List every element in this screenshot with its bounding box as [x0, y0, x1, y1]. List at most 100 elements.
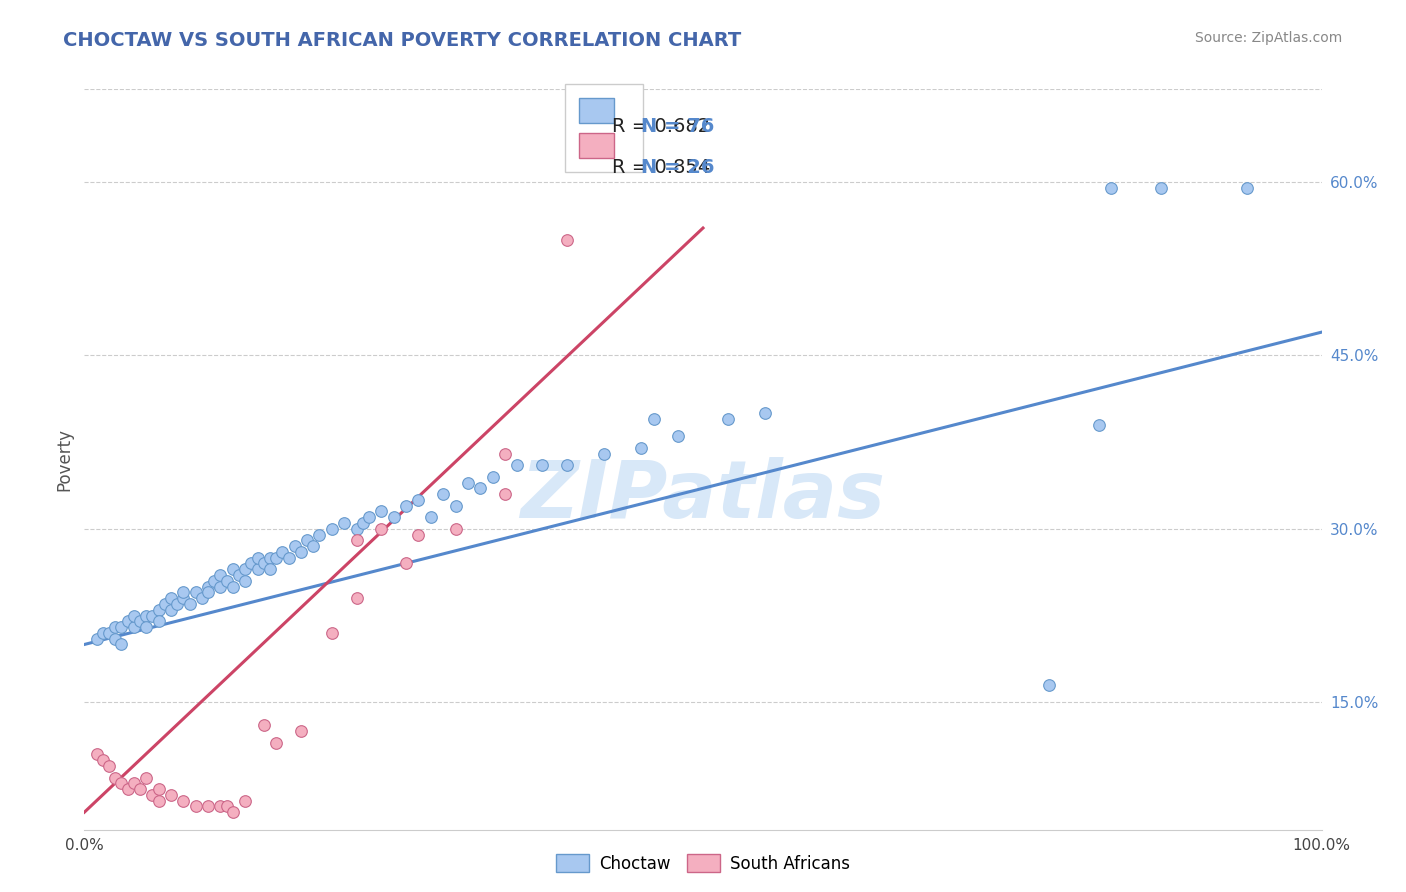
- Point: [166, 597, 188, 611]
- Point: [302, 539, 325, 553]
- Point: [215, 799, 238, 814]
- Point: [104, 771, 127, 785]
- Point: [135, 608, 157, 623]
- Point: [172, 585, 194, 599]
- Point: [630, 441, 652, 455]
- Point: [432, 487, 454, 501]
- Y-axis label: Poverty: Poverty: [55, 428, 73, 491]
- Point: [122, 620, 145, 634]
- Point: [172, 794, 194, 808]
- Point: [284, 539, 307, 553]
- Point: [1150, 180, 1173, 194]
- Point: [209, 799, 232, 814]
- Text: N = 26: N = 26: [641, 158, 714, 177]
- Point: [346, 591, 368, 606]
- Point: [246, 550, 269, 565]
- Point: [148, 782, 170, 797]
- Point: [91, 626, 114, 640]
- Point: [494, 487, 516, 501]
- Point: [382, 510, 405, 524]
- Point: [408, 492, 430, 507]
- Point: [370, 522, 392, 536]
- Point: [352, 516, 374, 530]
- Point: [110, 620, 132, 634]
- Point: [395, 557, 418, 571]
- Point: [444, 499, 467, 513]
- Point: [259, 562, 281, 576]
- Point: [1088, 417, 1111, 432]
- Point: [444, 522, 467, 536]
- Point: [271, 545, 294, 559]
- Point: [209, 580, 232, 594]
- Point: [191, 591, 214, 606]
- Point: [86, 747, 108, 762]
- Point: [370, 504, 392, 518]
- Legend: Choctaw, South Africans: Choctaw, South Africans: [548, 847, 858, 880]
- Point: [290, 545, 312, 559]
- Point: [346, 522, 368, 536]
- Text: Source: ZipAtlas.com: Source: ZipAtlas.com: [1195, 31, 1343, 45]
- Legend: , : ,: [565, 84, 643, 172]
- Point: [531, 458, 554, 472]
- Point: [1099, 180, 1122, 194]
- Point: [197, 799, 219, 814]
- Point: [593, 447, 616, 461]
- Point: [295, 533, 318, 548]
- Text: ZIPatlas: ZIPatlas: [520, 458, 886, 535]
- Point: [321, 522, 343, 536]
- Point: [172, 591, 194, 606]
- Point: [233, 562, 256, 576]
- Point: [228, 568, 250, 582]
- Point: [259, 550, 281, 565]
- Point: [754, 406, 776, 420]
- Point: [395, 499, 418, 513]
- Point: [246, 562, 269, 576]
- Point: [197, 585, 219, 599]
- Point: [408, 527, 430, 541]
- Point: [86, 632, 108, 646]
- Text: R = 0.682: R = 0.682: [612, 117, 710, 136]
- Point: [184, 799, 207, 814]
- Point: [91, 753, 114, 767]
- Point: [222, 580, 245, 594]
- Point: [122, 608, 145, 623]
- Point: [202, 574, 225, 588]
- Point: [209, 568, 232, 582]
- Point: [481, 469, 503, 483]
- Point: [264, 550, 287, 565]
- Point: [141, 608, 163, 623]
- Point: [222, 805, 245, 820]
- Point: [346, 533, 368, 548]
- Point: [117, 615, 139, 629]
- Point: [419, 510, 441, 524]
- Point: [129, 615, 152, 629]
- Point: [494, 447, 516, 461]
- Point: [277, 550, 299, 565]
- Text: N = 76: N = 76: [641, 117, 714, 136]
- Point: [333, 516, 356, 530]
- Point: [717, 412, 740, 426]
- Point: [98, 626, 121, 640]
- Point: [135, 771, 157, 785]
- Point: [470, 481, 492, 495]
- Point: [1236, 180, 1258, 194]
- Point: [122, 776, 145, 790]
- Point: [308, 527, 330, 541]
- Text: R = 0.854: R = 0.854: [612, 158, 710, 177]
- Point: [240, 557, 263, 571]
- Point: [215, 574, 238, 588]
- Point: [160, 603, 183, 617]
- Point: [233, 574, 256, 588]
- Point: [264, 736, 287, 750]
- Point: [222, 562, 245, 576]
- Point: [129, 782, 152, 797]
- Point: [253, 718, 276, 732]
- Point: [104, 620, 127, 634]
- Point: [148, 794, 170, 808]
- Point: [104, 632, 127, 646]
- Point: [135, 620, 157, 634]
- Point: [555, 233, 578, 247]
- Point: [98, 759, 121, 773]
- Point: [666, 429, 689, 443]
- Point: [160, 788, 183, 802]
